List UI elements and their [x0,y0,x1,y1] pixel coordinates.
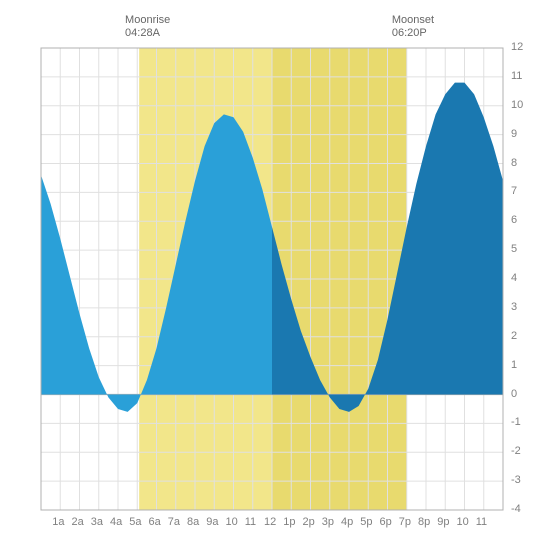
tide-chart: Moonrise 04:28A Moonset 06:20P 1a2a3a4a5… [0,0,550,550]
chart-svg [0,0,550,550]
